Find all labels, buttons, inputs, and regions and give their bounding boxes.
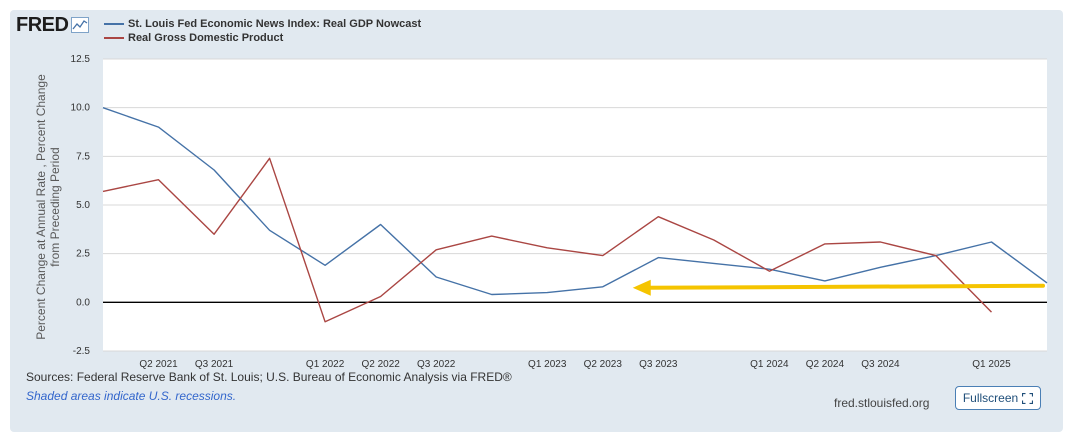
x-tick-label: Q1 2024 — [750, 359, 789, 370]
legend-label-gdp: Real Gross Domestic Product — [128, 32, 284, 44]
y-tick-label: 12.5 — [71, 54, 91, 65]
series-line-gdp — [102, 157, 992, 323]
x-tick-label: Q1 2022 — [306, 359, 345, 370]
legend-label-nowcast: St. Louis Fed Economic News Index: Real … — [128, 18, 422, 30]
x-tick-label: Q3 2022 — [417, 359, 456, 370]
y-tick-label: 2.5 — [76, 249, 90, 260]
site-url[interactable]: fred.stlouisfed.org — [834, 396, 930, 410]
recession-note[interactable]: Shaded areas indicate U.S. recessions. — [26, 389, 237, 403]
y-tick-label: 0.0 — [76, 297, 90, 308]
fullscreen-button[interactable]: Fullscreen — [955, 386, 1041, 410]
annotation-arrow-head — [632, 279, 651, 296]
fred-logo[interactable]: FRED — [16, 13, 90, 36]
legend-swatch-gdp — [104, 37, 124, 39]
chart-legend: St. Louis Fed Economic News Index: Real … — [104, 17, 421, 45]
x-tick-label: Q1 2023 — [528, 359, 567, 370]
legend-item-gdp: Real Gross Domestic Product — [104, 31, 421, 45]
x-tick-label: Q2 2021 — [139, 359, 178, 370]
fullscreen-label: Fullscreen — [962, 391, 1019, 405]
y-tick-label: 5.0 — [76, 200, 90, 211]
y-tick-label: 10.0 — [71, 103, 91, 114]
legend-item-nowcast: St. Louis Fed Economic News Index: Real … — [104, 17, 421, 31]
sources-text: Sources: Federal Reserve Bank of St. Lou… — [26, 370, 512, 384]
x-tick-label: Q1 2025 — [972, 359, 1011, 370]
fred-graph-icon — [71, 17, 90, 33]
fullscreen-icon — [1022, 392, 1034, 404]
annotation-arrow-shaft — [644, 283, 1045, 290]
y-tick-label: -2.5 — [73, 346, 91, 357]
x-tick-label: Q3 2023 — [639, 359, 678, 370]
x-tick-label: Q2 2023 — [584, 359, 623, 370]
y-tick-label: 7.5 — [76, 151, 90, 162]
x-tick-label: Q2 2024 — [806, 359, 845, 370]
fred-logo-text: FRED — [16, 13, 69, 36]
x-tick-label: Q3 2024 — [861, 359, 900, 370]
x-tick-label: Q2 2022 — [361, 359, 400, 370]
x-tick-label: Q3 2021 — [195, 359, 234, 370]
legend-swatch-nowcast — [104, 23, 124, 25]
series-line-nowcast — [102, 107, 1048, 296]
